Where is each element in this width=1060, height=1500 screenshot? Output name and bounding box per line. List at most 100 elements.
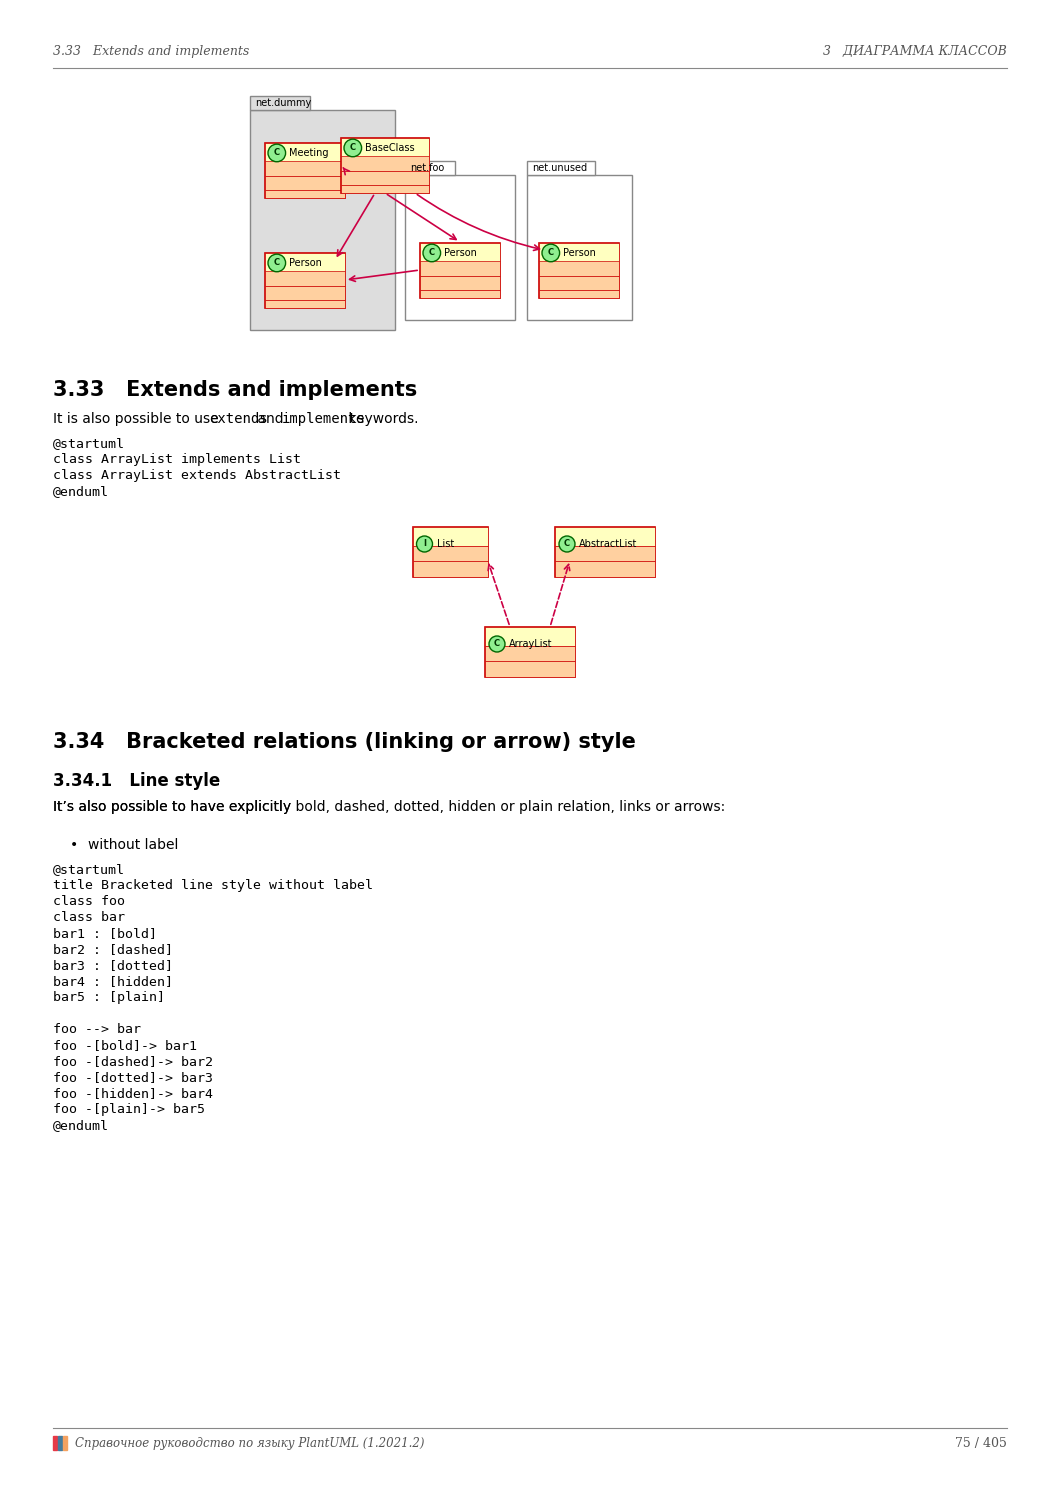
Bar: [250, 96, 310, 109]
Text: C: C: [564, 540, 570, 549]
Text: ArrayList: ArrayList: [509, 639, 552, 650]
Text: foo -[bold]-> bar1: foo -[bold]-> bar1: [53, 1040, 197, 1052]
Text: @startuml: @startuml: [53, 862, 125, 876]
Text: keywords.: keywords.: [344, 413, 419, 426]
Text: class ArrayList extends AbstractList: class ArrayList extends AbstractList: [53, 470, 341, 482]
Text: Meeting: Meeting: [288, 148, 329, 158]
Text: It is also possible to use: It is also possible to use: [53, 413, 223, 426]
Text: bar3 : [dotted]: bar3 : [dotted]: [53, 958, 173, 972]
Circle shape: [423, 244, 441, 261]
Bar: [555, 526, 655, 578]
Text: foo --> bar: foo --> bar: [53, 1023, 141, 1036]
Text: It’s also possible to have explicitly: It’s also possible to have explicitly: [53, 800, 296, 814]
Text: 3.34.1   Line style: 3.34.1 Line style: [53, 772, 220, 790]
Text: class bar: class bar: [53, 910, 125, 924]
Bar: [265, 252, 344, 308]
Bar: [485, 627, 575, 646]
Bar: [420, 290, 500, 297]
Bar: [485, 646, 575, 662]
Text: net.unused: net.unused: [532, 164, 587, 172]
Circle shape: [542, 244, 560, 261]
Bar: [265, 285, 344, 300]
Text: C: C: [273, 148, 280, 158]
Bar: [405, 160, 455, 176]
Bar: [341, 171, 429, 184]
Bar: [265, 142, 344, 198]
Bar: [250, 110, 395, 330]
Text: foo -[hidden]-> bar4: foo -[hidden]-> bar4: [53, 1088, 213, 1100]
Circle shape: [268, 254, 285, 272]
Bar: [420, 261, 500, 276]
Text: @enduml: @enduml: [53, 1119, 109, 1132]
Text: class ArrayList implements List: class ArrayList implements List: [53, 453, 301, 466]
Bar: [412, 526, 488, 546]
Text: 3   ДИАГРАММА КЛАССОВ: 3 ДИАГРАММА КЛАССОВ: [824, 45, 1007, 58]
Bar: [555, 526, 655, 546]
Text: Person: Person: [563, 248, 596, 258]
Bar: [341, 138, 429, 192]
Text: List: List: [437, 538, 454, 549]
Text: C: C: [494, 639, 500, 648]
Text: C: C: [273, 258, 280, 267]
Bar: [405, 176, 515, 320]
Bar: [527, 160, 595, 176]
Text: implements: implements: [282, 413, 366, 426]
Bar: [538, 276, 619, 290]
Bar: [265, 300, 344, 307]
Text: bar2 : [dashed]: bar2 : [dashed]: [53, 944, 173, 956]
Bar: [265, 272, 344, 285]
Circle shape: [417, 536, 432, 552]
Text: bar4 : [hidden]: bar4 : [hidden]: [53, 975, 173, 988]
Bar: [420, 276, 500, 290]
Bar: [420, 243, 500, 297]
Bar: [485, 662, 575, 676]
Bar: [412, 526, 488, 578]
Bar: [538, 243, 619, 264]
Bar: [341, 138, 429, 159]
Bar: [53, 1436, 57, 1450]
Bar: [63, 1436, 67, 1450]
Text: without label: without label: [88, 839, 178, 852]
Text: net.foo: net.foo: [410, 164, 444, 172]
Text: 3.33   Extends and implements: 3.33 Extends and implements: [53, 45, 249, 58]
Bar: [265, 142, 344, 164]
Text: BaseClass: BaseClass: [365, 142, 414, 153]
Text: •: •: [70, 839, 78, 852]
Text: 75 / 405: 75 / 405: [955, 1437, 1007, 1449]
Bar: [341, 184, 429, 192]
Text: foo -[dotted]-> bar3: foo -[dotted]-> bar3: [53, 1071, 213, 1084]
Text: class foo: class foo: [53, 896, 125, 908]
Text: Person: Person: [443, 248, 477, 258]
Bar: [265, 176, 344, 190]
Bar: [538, 261, 619, 276]
Circle shape: [489, 636, 505, 652]
Bar: [412, 546, 488, 561]
Text: @startuml: @startuml: [53, 436, 125, 450]
Text: 3.34   Bracketed relations (linking or arrow) style: 3.34 Bracketed relations (linking or arr…: [53, 732, 636, 752]
Bar: [265, 160, 344, 176]
Bar: [58, 1436, 61, 1450]
Text: title Bracketed line style without label: title Bracketed line style without label: [53, 879, 373, 892]
Bar: [485, 627, 575, 676]
Text: bar5 : [plain]: bar5 : [plain]: [53, 992, 165, 1004]
Text: @enduml: @enduml: [53, 484, 109, 498]
Bar: [538, 290, 619, 297]
Bar: [527, 176, 632, 320]
Bar: [555, 561, 655, 578]
Bar: [265, 190, 344, 198]
Bar: [265, 252, 344, 273]
Text: AbstractList: AbstractList: [579, 538, 637, 549]
Text: I: I: [423, 540, 426, 549]
Circle shape: [559, 536, 575, 552]
Text: net.dummy: net.dummy: [255, 98, 312, 108]
Text: Справочное руководство по языку PlantUML (1.2021.2): Справочное руководство по языку PlantUML…: [75, 1437, 424, 1449]
Text: foo -[dashed]-> bar2: foo -[dashed]-> bar2: [53, 1054, 213, 1068]
Text: C: C: [350, 144, 356, 153]
Text: It’s also possible to have explicitly bold, dashed, dotted, hidden or plain rela: It’s also possible to have explicitly bo…: [53, 800, 725, 814]
Bar: [538, 243, 619, 297]
Text: bar1 : [bold]: bar1 : [bold]: [53, 927, 157, 940]
Bar: [412, 561, 488, 578]
Text: Person: Person: [288, 258, 321, 268]
Text: foo -[plain]-> bar5: foo -[plain]-> bar5: [53, 1102, 205, 1116]
Bar: [341, 156, 429, 171]
